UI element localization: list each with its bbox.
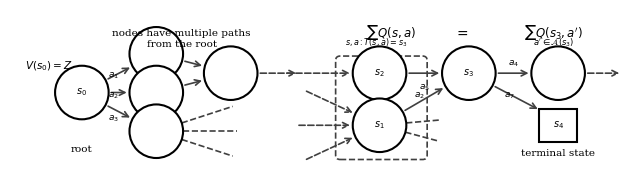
Text: $a_7$: $a_7$ [504, 91, 515, 101]
Text: $a_4$: $a_4$ [508, 59, 519, 70]
Text: $\sum Q(s,a)$: $\sum Q(s,a)$ [367, 23, 417, 42]
Circle shape [129, 104, 183, 158]
Circle shape [531, 46, 585, 100]
Text: $a'\in\mathcal{A}(s_3)$: $a'\in\mathcal{A}(s_3)$ [533, 37, 574, 49]
Text: $s_0$: $s_0$ [76, 87, 87, 98]
Circle shape [442, 46, 495, 100]
Text: root: root [71, 145, 93, 154]
Bar [539, 109, 577, 142]
Circle shape [353, 46, 406, 100]
Text: $a_5$: $a_5$ [419, 83, 429, 93]
Text: $a_2$: $a_2$ [108, 91, 118, 101]
Circle shape [129, 27, 183, 81]
Text: $\sum Q(s_3, a')$: $\sum Q(s_3, a')$ [524, 23, 583, 42]
Circle shape [204, 46, 257, 100]
Text: $s_4$: $s_4$ [552, 119, 564, 131]
Text: terminal state: terminal state [521, 149, 595, 158]
Text: $a_2$: $a_2$ [414, 91, 425, 101]
Text: nodes have multiple paths
from the root: nodes have multiple paths from the root [113, 29, 251, 49]
Text: $=$: $=$ [454, 26, 469, 40]
Text: $a_1$: $a_1$ [108, 70, 118, 81]
Text: $s,a: T(s,a)=s_3$: $s,a: T(s,a)=s_3$ [346, 37, 408, 49]
Circle shape [55, 66, 109, 119]
Circle shape [129, 66, 183, 119]
Text: $s_2$: $s_2$ [374, 67, 385, 79]
Text: $a_3$: $a_3$ [108, 113, 118, 124]
Text: $V(s_0) = Z$: $V(s_0) = Z$ [26, 59, 73, 73]
Text: $s_1$: $s_1$ [374, 119, 385, 131]
Text: $s_3$: $s_3$ [463, 67, 474, 79]
Circle shape [353, 99, 406, 152]
